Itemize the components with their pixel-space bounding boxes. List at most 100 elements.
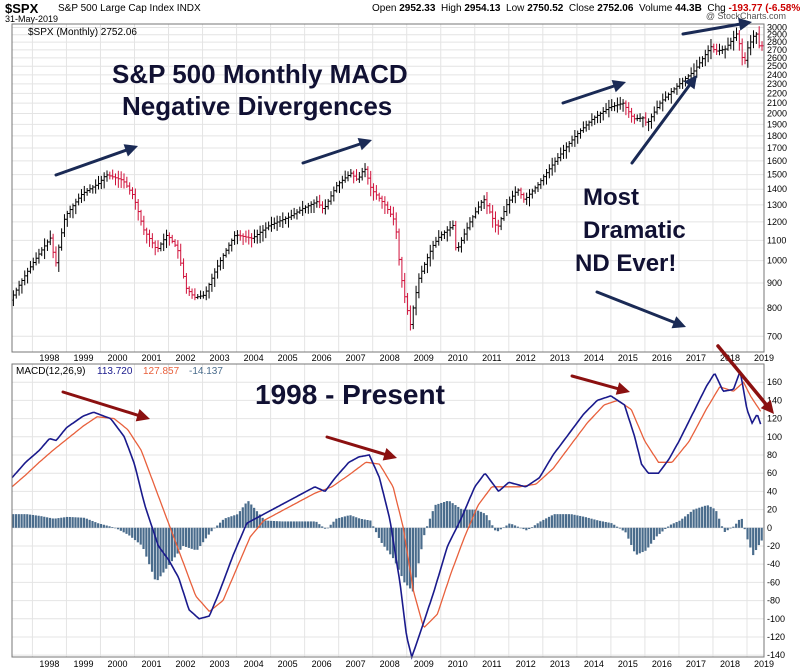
- price-bar: [417, 273, 421, 299]
- macd-histogram-bar: [352, 516, 355, 528]
- price-x-tick-label: 2008: [380, 353, 400, 363]
- price-bar: [547, 164, 551, 179]
- divergence-arrow: [570, 374, 630, 395]
- price-x-tick-label: 2000: [107, 353, 127, 363]
- macd-histogram-bar: [530, 527, 534, 528]
- macd-histogram-bar: [474, 509, 477, 528]
- macd-histogram-bar: [349, 515, 352, 528]
- macd-histogram-bar: [338, 517, 341, 528]
- low-label: Low: [506, 3, 525, 14]
- macd-histogram-bar: [68, 516, 71, 528]
- macd-histogram-bar: [230, 516, 233, 528]
- price-bar: [394, 212, 398, 240]
- macd-histogram-bar: [289, 521, 293, 528]
- quote-readout: Open 2952.33 High 2954.13 Low 2750.52 Cl…: [372, 3, 800, 14]
- macd-histogram-bar: [661, 527, 664, 532]
- macd-histogram-bar: [638, 527, 641, 554]
- price-bar: [374, 185, 378, 200]
- macd-histogram-bar: [499, 527, 502, 530]
- macd-histogram-bar: [190, 527, 193, 549]
- price-bar: [14, 287, 18, 299]
- price-bar: [629, 107, 634, 123]
- macd-histogram-bar: [321, 526, 324, 528]
- price-bar: [649, 113, 654, 129]
- index-name-label: S&P 500 Large Cap Index INDX: [58, 3, 201, 14]
- macd-histogram-bar: [698, 507, 701, 528]
- macd-histogram-bar: [400, 527, 403, 577]
- price-bar: [544, 169, 549, 185]
- macd-histogram-bar: [167, 527, 171, 565]
- macd-histogram-bar: [581, 516, 585, 528]
- macd-histogram-bar: [729, 527, 732, 529]
- macd-histogram-bar: [193, 527, 196, 550]
- macd-histogram-bar: [749, 527, 752, 548]
- price-bar: [536, 182, 540, 193]
- price-bar: [74, 198, 78, 215]
- macd-histogram-bar: [740, 518, 743, 528]
- price-bar: [587, 120, 591, 131]
- macd-histogram-bar: [681, 518, 684, 528]
- price-bar: [698, 56, 702, 69]
- annotation-title-line1: S&P 500 Monthly MACD: [112, 59, 408, 89]
- macd-histogram-bar: [496, 527, 500, 532]
- macd-histogram-bar: [547, 516, 551, 528]
- price-bar: [525, 192, 529, 205]
- price-bar: [196, 294, 200, 300]
- macd-tick-label: 60: [767, 468, 777, 478]
- macd-histogram-bar: [380, 527, 383, 543]
- macd-histogram-bar: [576, 515, 579, 528]
- macd-histogram-bar: [374, 527, 378, 533]
- price-bar: [335, 181, 339, 193]
- price-bar: [284, 216, 288, 225]
- price-bar: [479, 199, 483, 211]
- macd-histogram-bar: [216, 525, 219, 528]
- macd-histogram-bar: [624, 527, 627, 533]
- macd-x-tick-label: 2019: [754, 659, 774, 669]
- price-bar: [20, 278, 24, 294]
- price-x-tick-label: 2010: [448, 353, 468, 363]
- macd-x-tick-label: 2015: [618, 659, 638, 669]
- macd-histogram-bar: [644, 527, 647, 551]
- macd-histogram-bar: [207, 527, 210, 535]
- macd-histogram-bar: [417, 527, 420, 564]
- price-bar: [40, 247, 44, 257]
- macd-histogram-bar: [357, 518, 361, 528]
- macd-histogram-bar: [454, 505, 457, 528]
- price-bar: [122, 173, 126, 189]
- price-bar: [471, 215, 475, 228]
- macd-histogram-bar: [156, 527, 159, 581]
- price-bar: [215, 259, 220, 279]
- price-bar: [54, 246, 58, 267]
- macd-histogram-bar: [309, 521, 312, 528]
- price-bar: [241, 233, 245, 245]
- price-bar: [530, 188, 534, 199]
- macd-histogram-bar: [74, 517, 77, 528]
- price-bar: [491, 205, 495, 228]
- price-bar: [468, 217, 472, 231]
- macd-histogram-bar: [420, 527, 423, 550]
- macd-histogram-bar: [233, 515, 236, 528]
- price-bar: [706, 45, 710, 63]
- macd-histogram-bar: [431, 511, 434, 528]
- macd-tick-label: 40: [767, 486, 777, 496]
- macd-histogram-bar: [604, 521, 607, 528]
- price-bar: [457, 242, 461, 252]
- macd-histogram-bar: [272, 520, 276, 528]
- macd-legend-signal: 127.857: [143, 366, 180, 377]
- macd-histogram-bar: [332, 521, 335, 528]
- macd-histogram-bar: [88, 519, 91, 528]
- price-bar: [142, 215, 146, 235]
- macd-histogram-bar: [281, 521, 284, 528]
- macd-histogram-bar: [255, 511, 259, 528]
- macd-histogram-bar: [726, 527, 729, 531]
- macd-histogram-bar: [148, 527, 151, 565]
- macd-histogram-bar: [51, 518, 54, 528]
- macd-histogram-bar: [613, 524, 616, 528]
- price-bar: [176, 240, 180, 259]
- price-tick-label: 1800: [767, 131, 787, 141]
- price-bar: [57, 244, 61, 272]
- macd-legend-macd: 113.720: [97, 366, 133, 377]
- macd-x-tick-label: 2008: [380, 659, 400, 669]
- price-x-tick-label: 2004: [244, 353, 264, 363]
